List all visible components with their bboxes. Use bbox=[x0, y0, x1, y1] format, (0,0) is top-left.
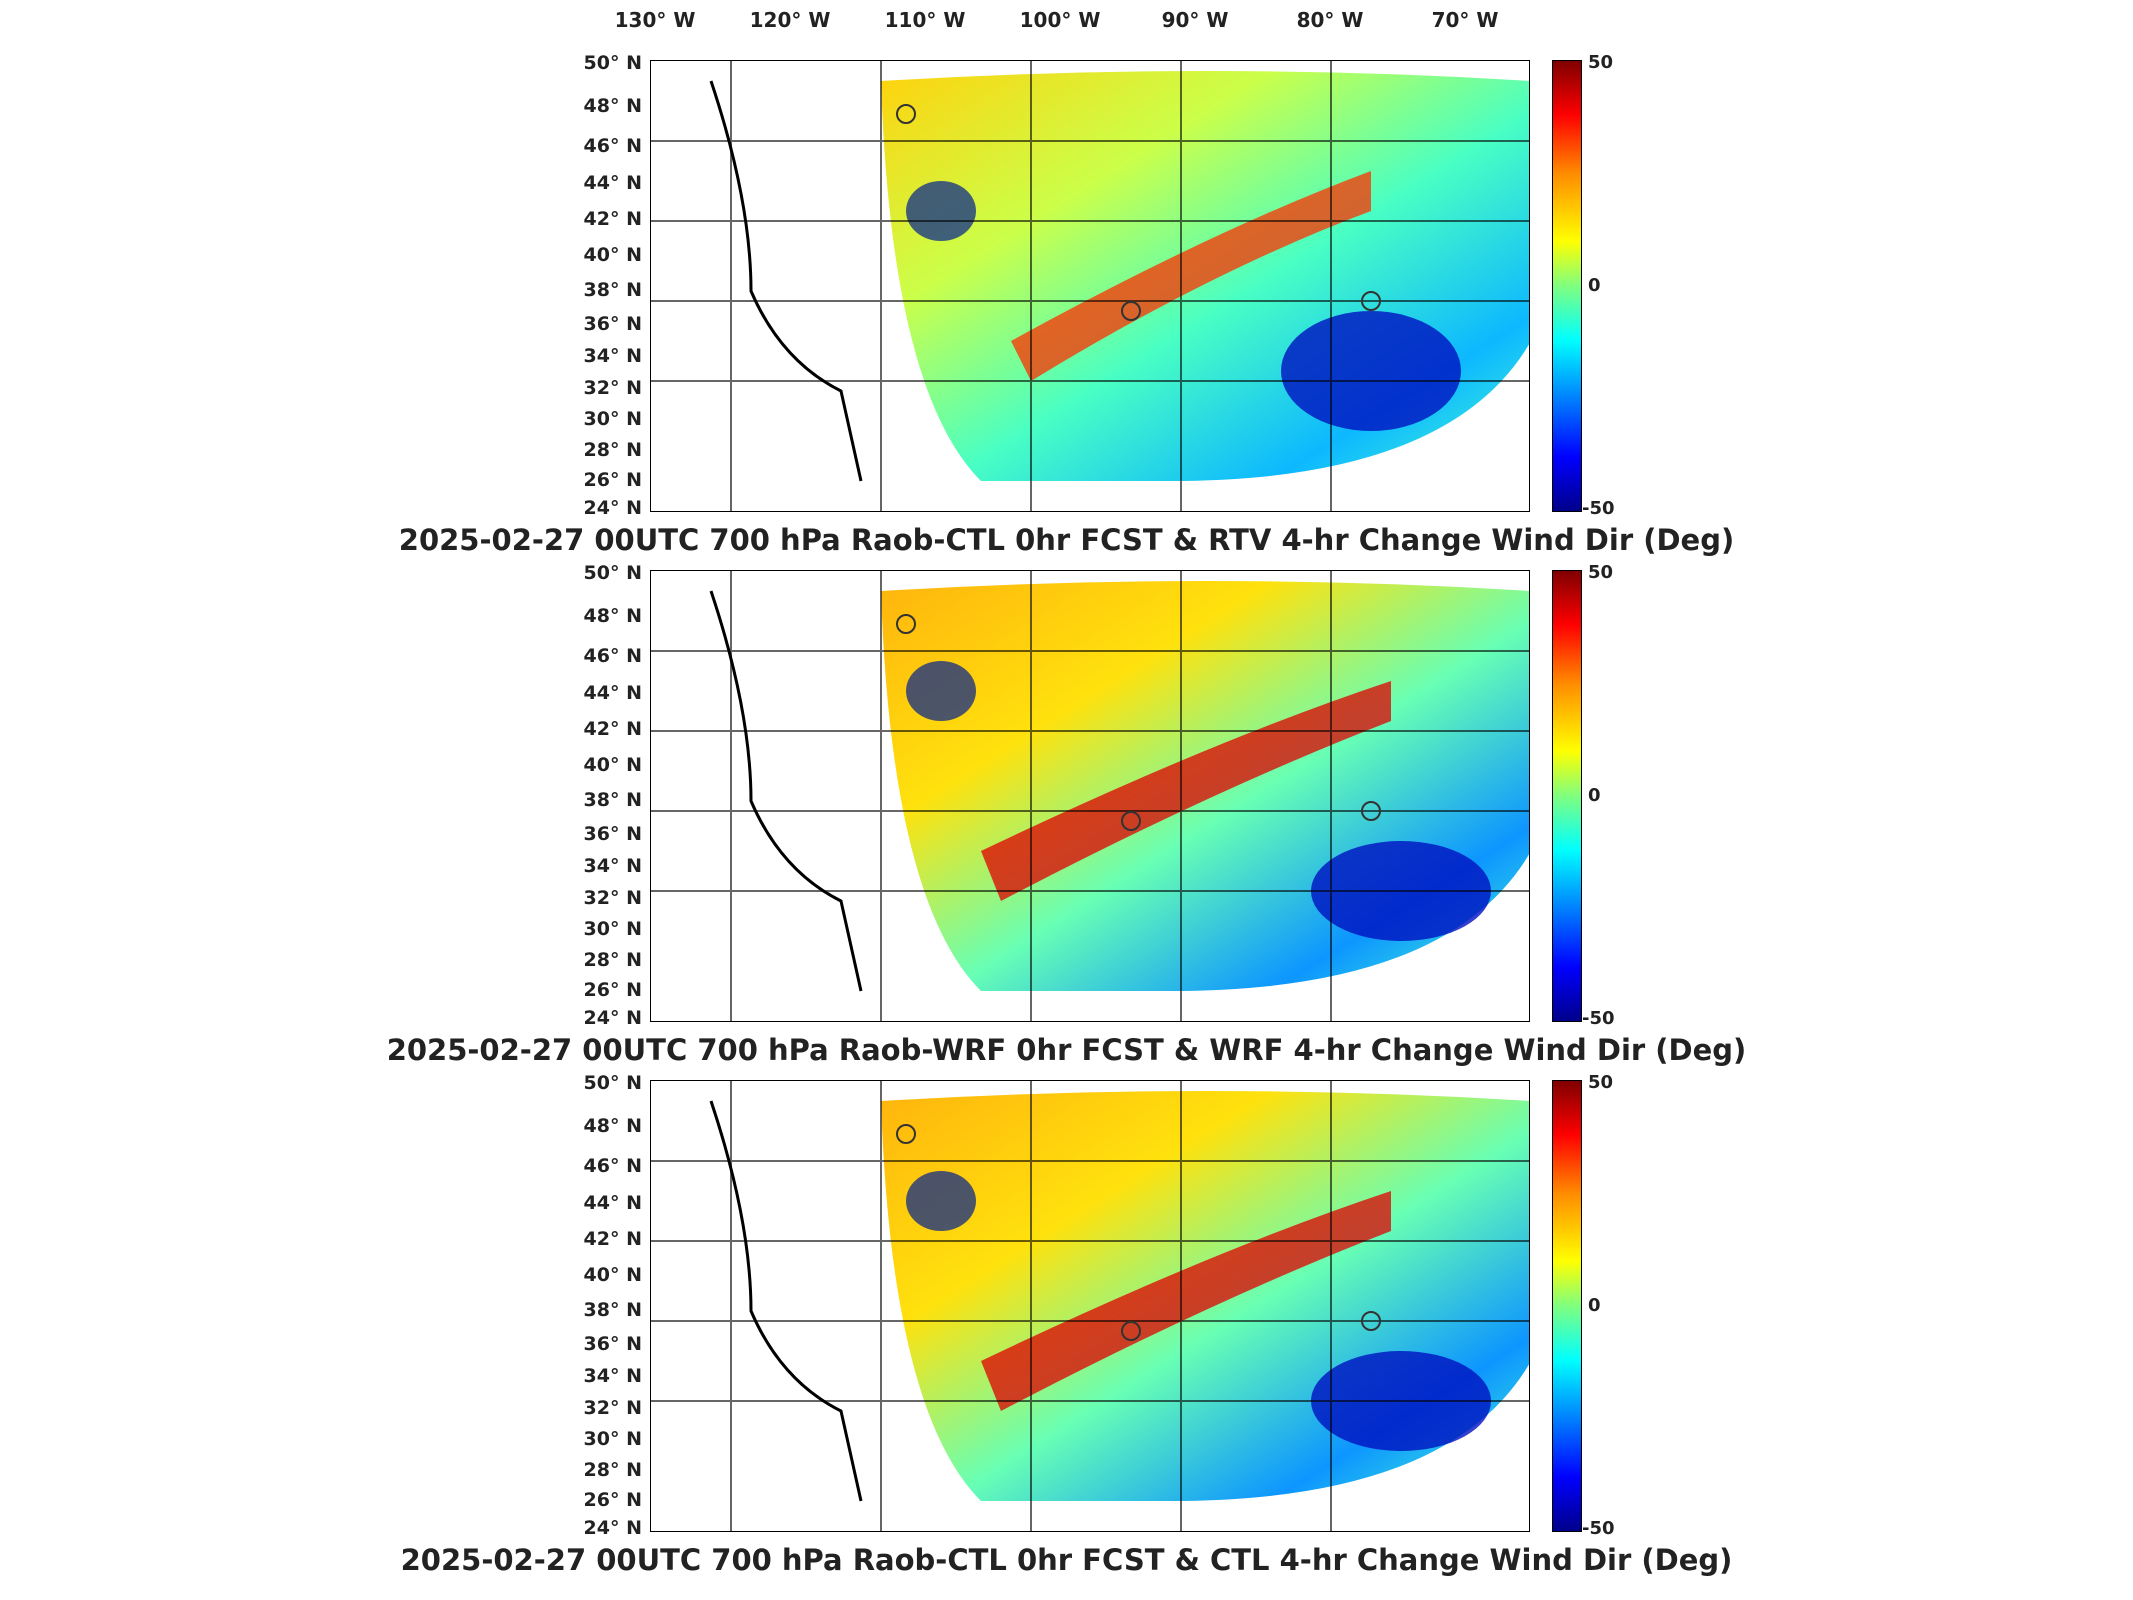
colorbar bbox=[1552, 1080, 1582, 1532]
lat-label: 28° N bbox=[583, 439, 642, 461]
raob-station-marker bbox=[1121, 301, 1141, 321]
low-anomaly bbox=[906, 661, 976, 721]
wind-direction-map bbox=[651, 1081, 1529, 1531]
lat-label: 24° N bbox=[583, 1517, 642, 1539]
lat-label: 36° N bbox=[583, 1333, 642, 1355]
lat-label: 42° N bbox=[583, 1228, 642, 1250]
panel-title: 2025-02-27 00UTC 700 hPa Raob-CTL 0hr FC… bbox=[400, 1543, 1733, 1577]
lat-label: 32° N bbox=[583, 1397, 642, 1419]
lat-label: 48° N bbox=[583, 605, 642, 627]
west-coastline bbox=[709, 80, 863, 482]
lat-label: 28° N bbox=[583, 1459, 642, 1481]
lat-label: 42° N bbox=[583, 208, 642, 230]
low-anomaly bbox=[906, 1171, 976, 1231]
lon-label: 130° W bbox=[614, 8, 696, 32]
lat-label: 46° N bbox=[583, 1155, 642, 1177]
lon-label: 110° W bbox=[884, 8, 966, 32]
lon-label: 70° W bbox=[1431, 8, 1499, 32]
colorbar-max-label: 50 bbox=[1588, 1072, 1614, 1093]
raob-station-marker bbox=[1121, 1321, 1141, 1341]
lat-label: 42° N bbox=[583, 718, 642, 740]
lat-label: 32° N bbox=[583, 377, 642, 399]
lat-label: 26° N bbox=[583, 469, 642, 491]
lat-label: 24° N bbox=[583, 1007, 642, 1029]
raob-station-marker bbox=[1361, 801, 1381, 821]
colorbar-mid-label: 0 bbox=[1588, 785, 1601, 806]
state-borders bbox=[651, 61, 1529, 511]
lon-label: 100° W bbox=[1019, 8, 1101, 32]
colorbar-min-label: -50 bbox=[1582, 498, 1615, 519]
colorbar-mid-label: 0 bbox=[1588, 275, 1601, 296]
raob-station-marker bbox=[1121, 811, 1141, 831]
lat-label: 34° N bbox=[583, 1365, 642, 1387]
colorbar bbox=[1552, 570, 1582, 1022]
west-coastline bbox=[709, 590, 863, 992]
wind-direction-map bbox=[651, 61, 1529, 511]
lon-label: 80° W bbox=[1296, 8, 1364, 32]
panel-title: 2025-02-27 00UTC 700 hPa Raob-WRF 0hr FC… bbox=[386, 1033, 1747, 1067]
lat-label: 34° N bbox=[583, 855, 642, 877]
lat-label: 44° N bbox=[583, 172, 642, 194]
wind-direction-map bbox=[651, 571, 1529, 1021]
lat-label: 38° N bbox=[583, 789, 642, 811]
lat-label: 44° N bbox=[583, 1192, 642, 1214]
colorbar-min-label: -50 bbox=[1582, 1008, 1615, 1029]
lat-label: 50° N bbox=[583, 562, 642, 584]
lat-label: 30° N bbox=[583, 408, 642, 430]
panel-title: 2025-02-27 00UTC 700 hPa Raob-CTL 0hr FC… bbox=[398, 523, 1735, 557]
lat-label: 36° N bbox=[583, 313, 642, 335]
colorbar bbox=[1552, 60, 1582, 512]
lat-label: 44° N bbox=[583, 682, 642, 704]
lat-label: 26° N bbox=[583, 979, 642, 1001]
feature-band bbox=[981, 1191, 1391, 1411]
lat-label: 26° N bbox=[583, 1489, 642, 1511]
lon-label: 120° W bbox=[749, 8, 831, 32]
lon-label: 90° W bbox=[1161, 8, 1229, 32]
map-frame bbox=[650, 1080, 1530, 1532]
raob-station-marker bbox=[1361, 291, 1381, 311]
lat-label: 24° N bbox=[583, 497, 642, 519]
lat-label: 34° N bbox=[583, 345, 642, 367]
state-borders bbox=[651, 571, 1529, 1021]
feature-band bbox=[981, 681, 1391, 901]
longitude-axis: 130° W 120° W 110° W 100° W 90° W 80° W … bbox=[0, 0, 2133, 44]
lat-label: 50° N bbox=[583, 52, 642, 74]
lat-label: 50° N bbox=[583, 1072, 642, 1094]
lat-label: 40° N bbox=[583, 244, 642, 266]
lat-label: 36° N bbox=[583, 823, 642, 845]
lat-label: 32° N bbox=[583, 887, 642, 909]
lat-label: 30° N bbox=[583, 918, 642, 940]
low-anomaly bbox=[906, 181, 976, 241]
raob-station-marker bbox=[1361, 1311, 1381, 1331]
lat-label: 28° N bbox=[583, 949, 642, 971]
colorbar-max-label: 50 bbox=[1588, 52, 1614, 73]
colorbar-min-label: -50 bbox=[1582, 1518, 1615, 1539]
lat-label: 30° N bbox=[583, 1428, 642, 1450]
lat-label: 46° N bbox=[583, 135, 642, 157]
map-frame bbox=[650, 60, 1530, 512]
low-anomaly bbox=[1281, 311, 1461, 431]
raob-station-marker bbox=[896, 104, 916, 124]
west-coastline bbox=[709, 1100, 863, 1502]
lat-label: 48° N bbox=[583, 1115, 642, 1137]
lat-label: 38° N bbox=[583, 1299, 642, 1321]
feature-band bbox=[1011, 171, 1371, 381]
lat-label: 40° N bbox=[583, 754, 642, 776]
raob-station-marker bbox=[896, 614, 916, 634]
lat-label: 48° N bbox=[583, 95, 642, 117]
map-frame bbox=[650, 570, 1530, 1022]
lat-label: 40° N bbox=[583, 1264, 642, 1286]
raob-station-marker bbox=[896, 1124, 916, 1144]
colorbar-mid-label: 0 bbox=[1588, 1295, 1601, 1316]
lat-label: 38° N bbox=[583, 279, 642, 301]
colorbar-max-label: 50 bbox=[1588, 562, 1614, 583]
state-borders bbox=[651, 1081, 1529, 1531]
lat-label: 46° N bbox=[583, 645, 642, 667]
